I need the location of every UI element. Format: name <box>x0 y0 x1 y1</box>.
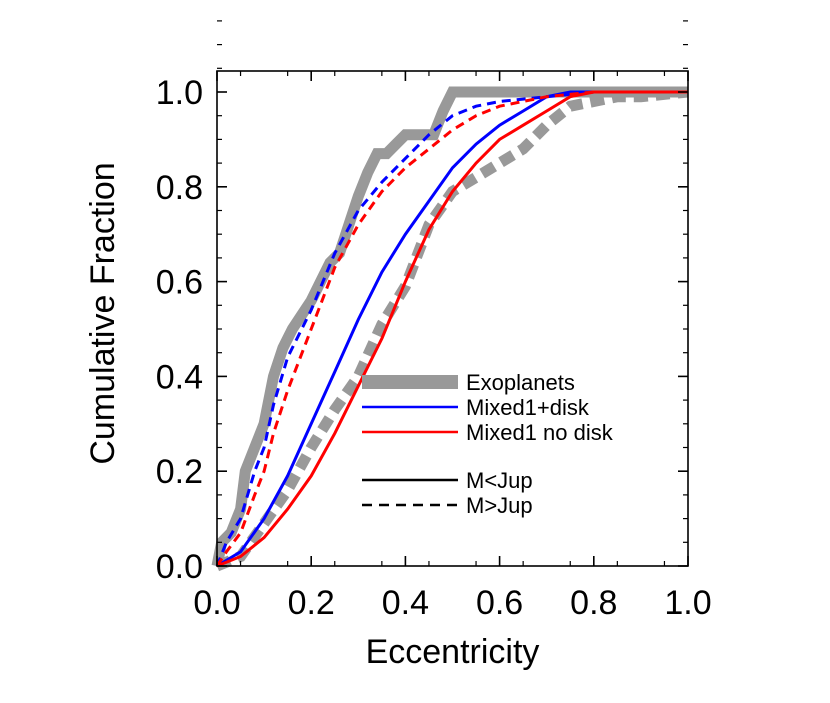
y-tick-label: 0.2 <box>156 453 203 491</box>
y-axis-title: Cumulative Fraction <box>84 162 122 464</box>
series-line-2 <box>216 90 688 568</box>
legend-label-1: Mixed1+disk <box>466 395 590 420</box>
legend-label-4: M>Jup <box>466 493 533 518</box>
x-tick-label: 0.2 <box>288 584 335 622</box>
legend-label-0: Exoplanets <box>466 370 575 395</box>
legend-label-3: M<Jup <box>466 468 533 493</box>
legend-label-2: Mixed1 no disk <box>466 420 614 445</box>
x-tick-label: 0.6 <box>476 584 523 622</box>
ticks-layer <box>216 20 689 567</box>
plot-frame <box>216 70 689 567</box>
series-line-4 <box>216 90 688 568</box>
y-tick-label: 0.0 <box>156 548 203 586</box>
y-tick-label: 1.0 <box>156 74 203 112</box>
x-tick-label: 1.0 <box>664 584 711 622</box>
y-tick-label: 0.8 <box>156 169 203 207</box>
series-layer <box>211 86 689 572</box>
series-line-0 <box>211 86 688 568</box>
x-tick-label: 0.0 <box>193 584 240 622</box>
x-axis-title: Eccentricity <box>366 633 540 671</box>
tick-labels: 0.0 0.2 0.4 0.6 0.8 1.0 0.0 0.2 0.4 0.6 0.8 1.0 <box>156 74 712 622</box>
y-tick-label: 0.6 <box>156 264 203 302</box>
x-tick-label: 0.4 <box>382 584 429 622</box>
series-line-5 <box>215 90 688 567</box>
y-tick-label: 0.4 <box>156 358 203 396</box>
x-tick-label: 0.8 <box>570 584 617 622</box>
